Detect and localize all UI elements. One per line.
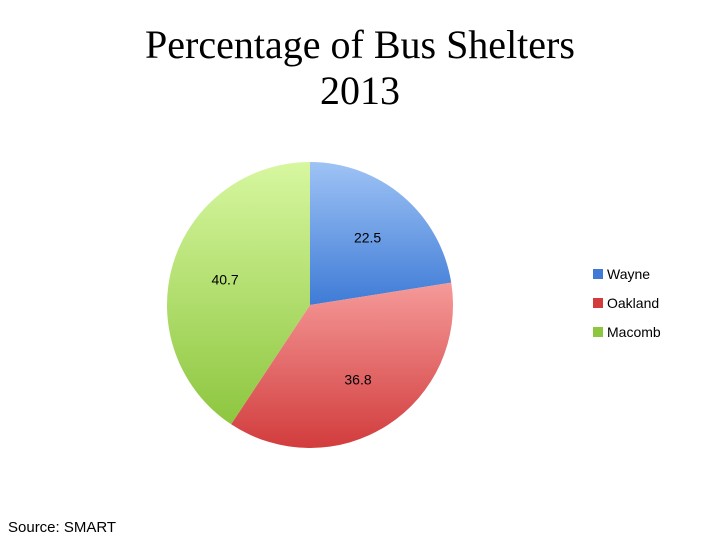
legend-label-wayne: Wayne bbox=[607, 266, 650, 282]
legend: Wayne Oakland Macomb bbox=[593, 266, 661, 340]
pie-slices bbox=[167, 162, 454, 449]
data-label-oakland: 36.8 bbox=[344, 372, 371, 388]
legend-swatch-macomb bbox=[593, 327, 603, 337]
chart-title-line2: 2013 bbox=[320, 68, 400, 113]
source-note: Source: SMART bbox=[8, 519, 117, 536]
data-label-wayne: 22.5 bbox=[354, 230, 381, 246]
pie-slice-wayne bbox=[310, 162, 452, 305]
data-labels: 22.5 36.8 40.7 bbox=[211, 230, 381, 388]
legend-swatch-oakland bbox=[593, 298, 603, 308]
legend-label-oakland: Oakland bbox=[607, 295, 659, 311]
chart-title: Percentage of Bus Shelters 2013 bbox=[0, 22, 720, 114]
pie-slice-oakland bbox=[231, 282, 454, 449]
chart-title-line1: Percentage of Bus Shelters bbox=[145, 22, 575, 67]
legend-label-macomb: Macomb bbox=[607, 324, 661, 340]
data-label-macomb: 40.7 bbox=[211, 272, 238, 288]
pie-slice-macomb bbox=[167, 162, 310, 425]
legend-swatch-wayne bbox=[593, 269, 603, 279]
